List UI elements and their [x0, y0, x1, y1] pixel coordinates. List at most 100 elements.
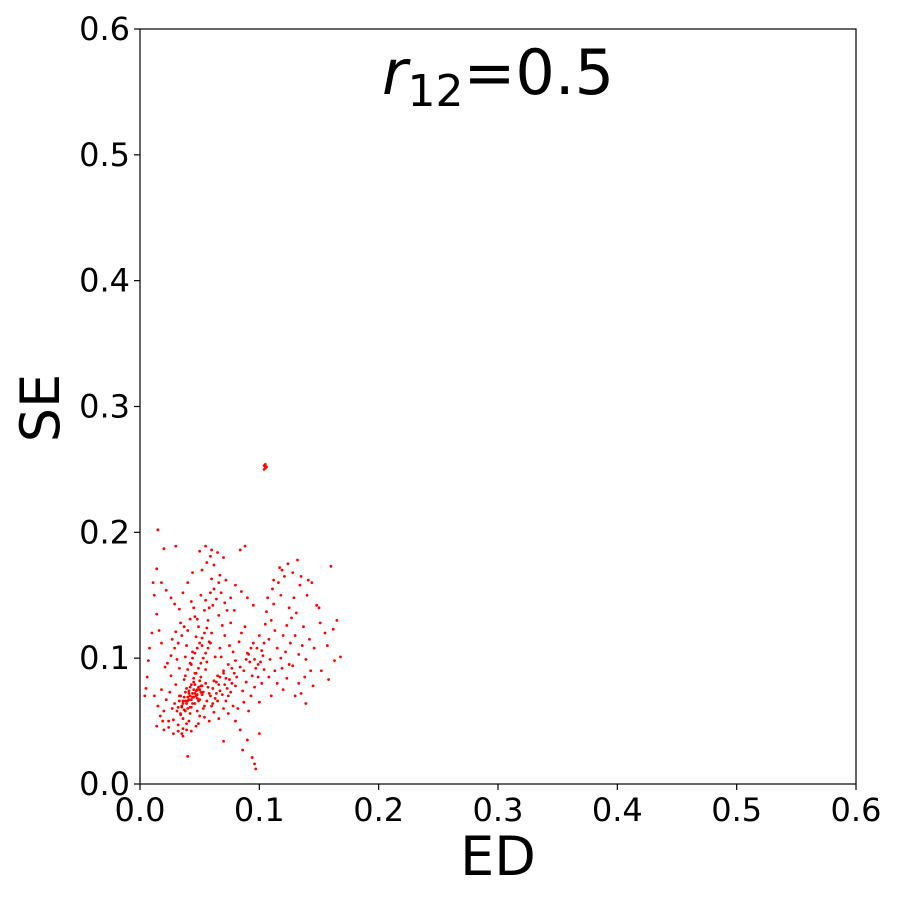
scatter-point	[192, 606, 196, 610]
scatter-point	[260, 681, 264, 685]
scatter-point	[317, 606, 321, 610]
scatter-point	[155, 567, 159, 571]
scatter-point	[200, 568, 204, 572]
scatter-point	[254, 666, 258, 670]
scatter-point	[275, 681, 279, 685]
scatter-point	[179, 621, 182, 625]
scatter-point	[269, 694, 273, 698]
scatter-point	[254, 767, 258, 771]
scatter-point	[179, 712, 182, 715]
scatter-point	[163, 665, 167, 669]
scatter-point	[204, 681, 208, 685]
scatter-point	[292, 596, 296, 600]
scatter-point	[181, 699, 185, 703]
scatter-point	[210, 548, 214, 552]
scatter-point	[209, 641, 212, 645]
scatter-point	[223, 601, 227, 605]
scatter-point	[231, 650, 235, 654]
scatter-point	[194, 724, 198, 728]
scatter-point	[213, 655, 217, 659]
scatter-point	[160, 688, 163, 692]
scatter-point	[247, 652, 250, 656]
scatter-point	[238, 665, 242, 669]
scatter-point	[296, 558, 299, 562]
scatter-point	[152, 694, 156, 698]
scatter-point	[323, 631, 327, 635]
scatter-point	[183, 690, 187, 694]
scatter-point	[290, 616, 293, 620]
scatter-point	[333, 659, 336, 663]
scatter-point	[160, 641, 163, 645]
scatter-point	[188, 661, 192, 665]
scatter-point	[223, 634, 227, 637]
scatter-point	[204, 668, 208, 671]
scatter-point	[257, 700, 261, 704]
scatter-point	[291, 664, 295, 668]
scatter-point	[257, 634, 261, 637]
scatter-point	[172, 732, 175, 736]
scatter-point	[241, 748, 245, 752]
scatter-point	[199, 593, 203, 597]
scatter-point	[232, 608, 236, 612]
scatter-point	[195, 688, 199, 692]
scatter-point	[199, 661, 203, 665]
scatter-point	[162, 547, 166, 551]
title-value: =0.5	[463, 36, 614, 109]
scatter-point	[265, 610, 268, 614]
scatter-point	[251, 641, 255, 645]
scatter-point	[176, 641, 180, 645]
scatter-point	[285, 676, 289, 680]
scatter-point	[197, 625, 200, 629]
scatter-point	[319, 669, 323, 673]
scatter-point	[191, 695, 194, 699]
scatter-point	[287, 606, 291, 610]
chart-title: r12=0.5	[382, 36, 614, 117]
scatter-point	[248, 660, 252, 664]
scatter-point	[214, 597, 218, 601]
scatter-point	[267, 675, 271, 679]
scatter-point	[244, 658, 248, 661]
scatter-point	[329, 564, 333, 568]
scatter-point	[234, 719, 237, 723]
scatter-point	[186, 699, 190, 703]
scatter-point	[285, 624, 289, 627]
scatter-point	[162, 709, 166, 713]
scatter-point	[212, 563, 216, 567]
scatter-point	[204, 651, 208, 655]
scatter-point	[214, 692, 218, 695]
scatter-point	[299, 574, 303, 578]
scatter-point	[222, 739, 225, 743]
scatter-point	[177, 666, 181, 670]
scatter-point	[217, 683, 221, 686]
scatter-point	[191, 692, 194, 695]
scatter-point	[187, 689, 191, 693]
scatter-point	[315, 603, 319, 607]
scatter-point	[308, 637, 311, 641]
scatter-point	[253, 658, 256, 661]
scatter-point	[209, 554, 212, 558]
scatter-point	[195, 617, 199, 621]
scatter-point	[259, 660, 262, 664]
scatter-point	[311, 684, 315, 688]
scatter-point	[256, 663, 260, 666]
scatter-point	[253, 685, 256, 689]
scatter-point	[218, 573, 222, 577]
scatter-point	[279, 656, 283, 660]
scatter-point	[170, 637, 174, 641]
scatter-point	[181, 734, 185, 738]
scatter-point	[206, 646, 210, 650]
scatter-point	[281, 688, 285, 692]
scatter-point	[282, 574, 286, 578]
scatter-point	[309, 669, 313, 673]
scatter-point	[195, 646, 199, 650]
scatter-point	[155, 612, 159, 616]
scatter-point	[176, 729, 180, 733]
scatter-point	[210, 577, 214, 581]
scatter-point	[169, 654, 173, 658]
scatter-point	[173, 646, 177, 650]
scatter-point	[180, 705, 184, 709]
scatter-point	[246, 596, 249, 600]
scatter-point	[213, 697, 217, 700]
scatter-point	[164, 698, 168, 702]
scatter-point	[192, 676, 196, 680]
